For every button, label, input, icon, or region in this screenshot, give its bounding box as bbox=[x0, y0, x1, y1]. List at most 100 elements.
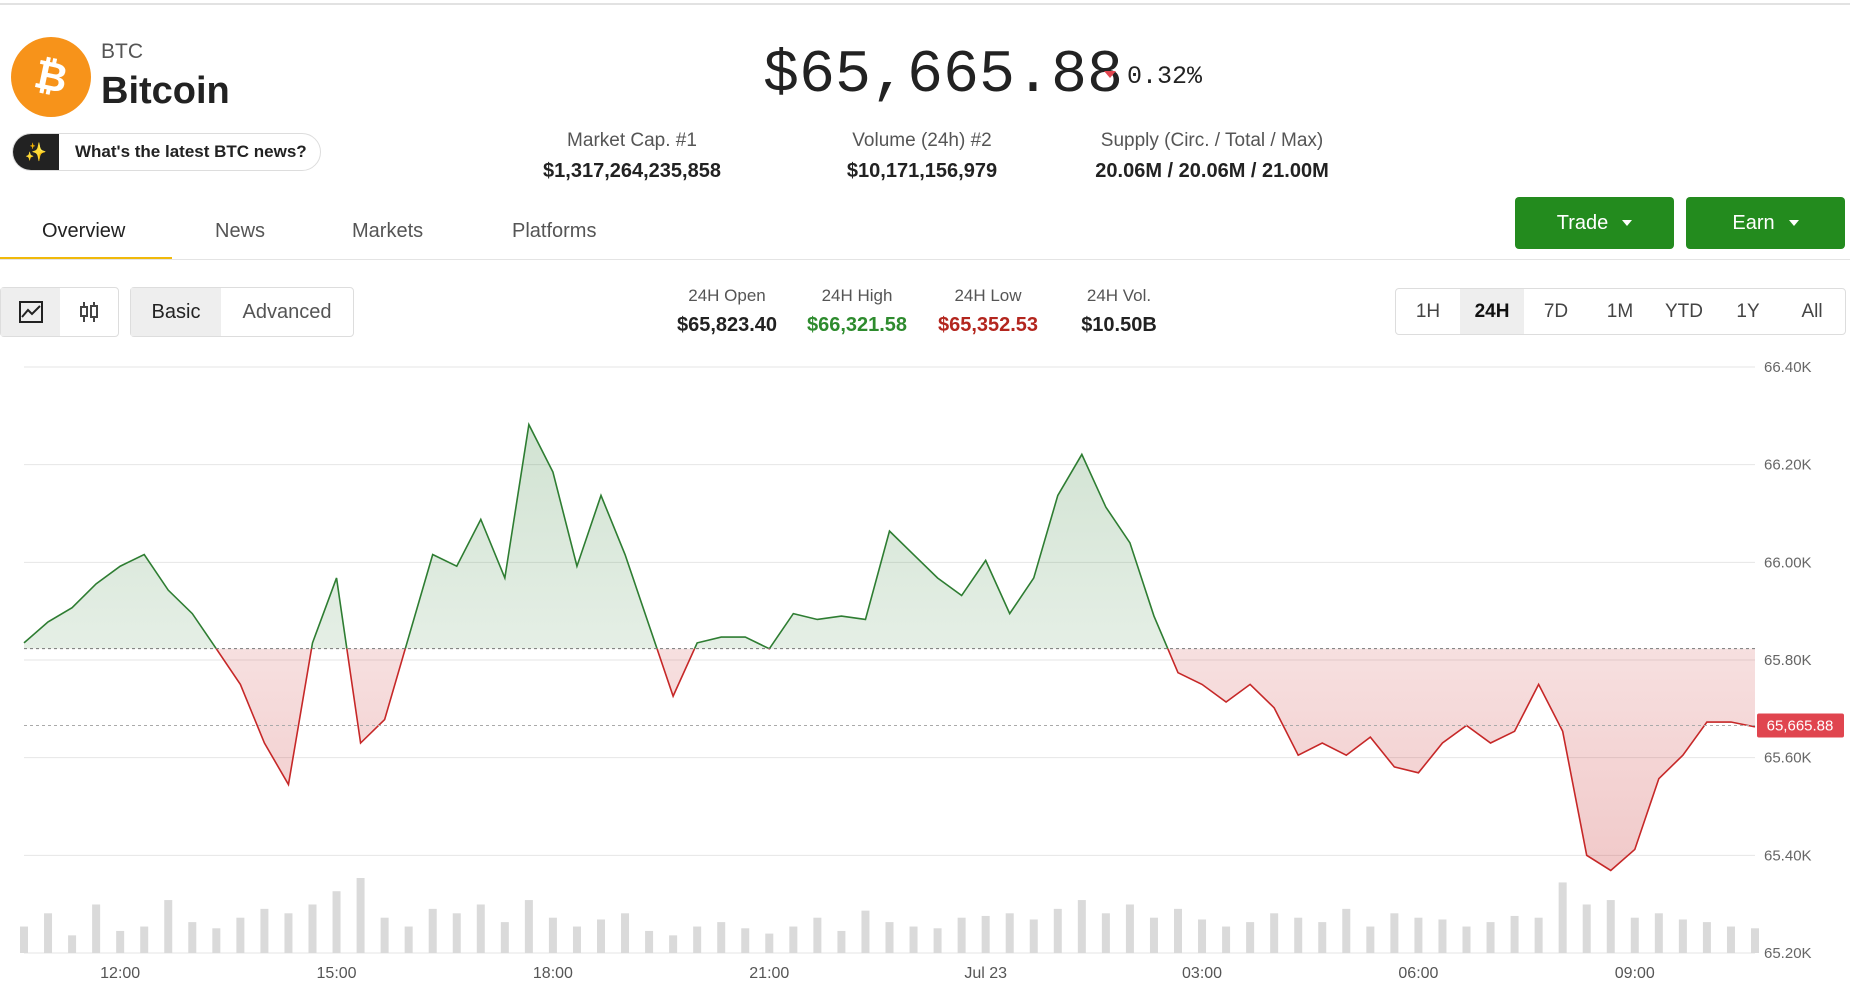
stat-value: $1,317,264,235,858 bbox=[543, 160, 721, 182]
last-price-label: 65,665.88 bbox=[1767, 717, 1834, 734]
range-selector: 1H 24H 7D 1M YTD 1Y All bbox=[1395, 288, 1846, 335]
volume-bar bbox=[500, 922, 509, 953]
stat-value: 20.06M / 20.06M / 21.00M bbox=[1095, 160, 1329, 182]
volume-bar bbox=[789, 926, 798, 953]
volume-bar bbox=[428, 908, 437, 953]
x-tick-label: 06:00 bbox=[1398, 965, 1438, 982]
volume-bar bbox=[1582, 904, 1591, 953]
volume-bar bbox=[1510, 915, 1519, 953]
volume-bar bbox=[1462, 926, 1471, 953]
y-tick-label: 65.80K bbox=[1764, 652, 1812, 669]
stat-value: $10,171,156,979 bbox=[846, 160, 998, 182]
volume-bar bbox=[1751, 928, 1759, 953]
y-tick-label: 65.40K bbox=[1764, 847, 1812, 864]
day-stat-label: 24H High bbox=[821, 286, 893, 305]
range-button[interactable]: YTD bbox=[1665, 300, 1703, 322]
last-price-tag bbox=[1757, 713, 1844, 738]
chart-type-toggle bbox=[0, 287, 119, 337]
earn-label: Earn bbox=[1732, 211, 1775, 234]
tab[interactable]: Markets bbox=[352, 220, 424, 242]
volume-bar bbox=[597, 919, 605, 953]
advanced-button[interactable]: Advanced bbox=[242, 300, 332, 323]
area-up bbox=[24, 424, 1168, 649]
area-down bbox=[24, 648, 1755, 871]
stat-label: Volume (24h) #2 bbox=[852, 130, 992, 151]
range-button[interactable]: 1M bbox=[1606, 300, 1634, 322]
day-stat-value: $65,823.40 bbox=[676, 314, 778, 336]
volume-bar bbox=[1486, 922, 1495, 953]
volume-bar bbox=[1606, 900, 1615, 953]
volume-bar bbox=[68, 935, 77, 953]
range-button[interactable]: 1H bbox=[1415, 300, 1441, 322]
volume-bar bbox=[861, 910, 870, 953]
volume-bar bbox=[669, 935, 678, 953]
volume-bar bbox=[693, 926, 702, 953]
tab[interactable]: Overview bbox=[42, 220, 126, 242]
y-tick-label: 66.40K bbox=[1764, 359, 1812, 376]
volume-bar bbox=[885, 922, 894, 953]
trade-label: Trade bbox=[1556, 211, 1609, 234]
tab-underline bbox=[0, 257, 172, 260]
volume-bar bbox=[1101, 913, 1110, 953]
tab-divider bbox=[0, 259, 1850, 260]
volume-bar bbox=[1438, 919, 1447, 953]
line-chart-button[interactable] bbox=[1, 288, 60, 336]
volume-bar bbox=[140, 926, 149, 953]
volume-bar bbox=[1534, 917, 1543, 953]
volume-bar bbox=[1390, 913, 1399, 953]
day-stat-value: $10.50B bbox=[1081, 314, 1157, 336]
candle-chart-button[interactable] bbox=[60, 288, 118, 336]
volume-bar bbox=[260, 908, 269, 953]
volume-bar bbox=[1630, 917, 1639, 953]
tab[interactable]: News bbox=[215, 220, 266, 242]
volume-bar bbox=[308, 904, 317, 953]
trade-button[interactable]: Trade bbox=[1515, 197, 1674, 249]
volume-bar bbox=[476, 904, 485, 953]
coin-logo: ₿ bbox=[11, 37, 91, 117]
price: $65,665.88 bbox=[763, 42, 1124, 110]
volume-bar bbox=[572, 926, 581, 953]
volume-bar bbox=[284, 913, 293, 953]
line-up bbox=[23, 422, 1169, 649]
volume-bar bbox=[236, 917, 245, 953]
volume-bar bbox=[524, 900, 533, 953]
volume-bar bbox=[933, 928, 942, 953]
volume-bar bbox=[164, 900, 173, 953]
x-tick-label: 18:00 bbox=[533, 965, 573, 982]
volume-bar bbox=[1174, 908, 1182, 953]
y-tick-label: 66.00K bbox=[1764, 554, 1812, 571]
volume-bar bbox=[404, 926, 413, 953]
y-tick-label: 66.20K bbox=[1764, 457, 1812, 474]
range-button[interactable]: All bbox=[1801, 300, 1823, 322]
volume-bar bbox=[1077, 900, 1086, 953]
range-button[interactable]: 1Y bbox=[1736, 300, 1760, 322]
price-change: 0.32% bbox=[1127, 62, 1203, 91]
volume-bar bbox=[1678, 919, 1687, 953]
volume-bar bbox=[1558, 882, 1567, 953]
tab[interactable]: Platforms bbox=[512, 220, 597, 242]
top-border bbox=[0, 3, 1850, 5]
volume-bar bbox=[1222, 926, 1231, 953]
volume-bar bbox=[765, 933, 774, 953]
x-tick-label: 12:00 bbox=[100, 965, 140, 982]
volume-bar bbox=[1005, 913, 1014, 953]
basic-button[interactable]: Basic bbox=[131, 288, 221, 336]
y-tick-label: 65.60K bbox=[1764, 750, 1812, 767]
volume-bar bbox=[1366, 926, 1375, 953]
day-stat-value: $65,352.53 bbox=[937, 314, 1039, 336]
range-button[interactable]: 24H bbox=[1460, 289, 1524, 334]
volume-bar bbox=[813, 917, 822, 953]
volume-bar bbox=[548, 917, 557, 953]
volume-bar bbox=[1270, 913, 1279, 953]
sparkle-icon: ✨ bbox=[13, 134, 59, 170]
y-tick-label: 65.20K bbox=[1764, 945, 1812, 962]
volume-bar bbox=[20, 926, 28, 953]
volume-bar bbox=[212, 928, 221, 953]
earn-button[interactable]: Earn bbox=[1686, 197, 1845, 249]
news-pill[interactable]: ✨ What's the latest BTC news? bbox=[12, 133, 321, 171]
range-button[interactable]: 7D bbox=[1543, 300, 1569, 322]
day-stat-label: 24H Vol. bbox=[1086, 286, 1152, 305]
volume-bar bbox=[44, 913, 53, 953]
